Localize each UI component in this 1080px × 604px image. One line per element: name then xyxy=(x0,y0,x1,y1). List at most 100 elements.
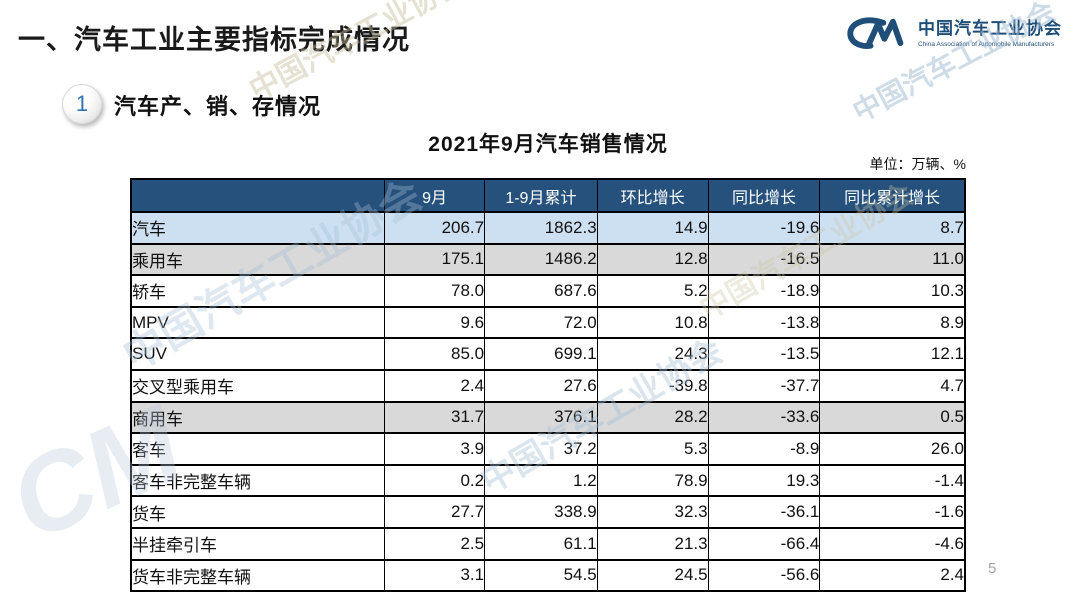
cell-value: -56.6 xyxy=(707,558,821,593)
cell-value: 28.2 xyxy=(596,400,709,435)
cell-value: 72.0 xyxy=(484,305,598,340)
logo-name-en: China Association of Automobile Manufact… xyxy=(918,40,1055,48)
cell-value: 27.7 xyxy=(384,495,486,529)
table-row: 半挂牵引车 2.5 61.1 21.3 -66.4 -4.6 xyxy=(130,526,966,561)
cell-value: -37.7 xyxy=(707,368,821,403)
cell-value: 5.2 xyxy=(596,274,709,308)
row-label: 轿车 xyxy=(130,274,386,308)
cell-value: 24.3 xyxy=(596,337,709,371)
row-label: 半挂牵引车 xyxy=(130,526,386,561)
cell-value: -36.1 xyxy=(707,495,821,529)
cell-value: 1486.2 xyxy=(484,242,598,277)
cell-value: 3.9 xyxy=(384,432,486,466)
cell-value: -13.8 xyxy=(707,305,821,340)
cell-value: 8.7 xyxy=(819,211,966,245)
row-label: 客车非完整车辆 xyxy=(130,463,386,498)
cell-value: -19.6 xyxy=(707,211,821,245)
cell-value: 2.5 xyxy=(384,526,486,561)
cell-value: -1.4 xyxy=(819,463,966,498)
logo: 中国汽车工业协会 China Association of Automobile… xyxy=(846,12,1062,56)
row-label: 商用车 xyxy=(130,400,386,435)
cell-value: 8.9 xyxy=(819,305,966,340)
table-row: SUV 85.0 699.1 24.3 -13.5 12.1 xyxy=(130,337,966,371)
cell-value: -18.9 xyxy=(707,274,821,308)
cell-value: 687.6 xyxy=(484,274,598,308)
logo-monogram-icon xyxy=(847,17,904,49)
table-row: 交叉型乘用车 2.4 27.6 -39.8 -37.7 4.7 xyxy=(130,368,966,403)
cell-value: -13.5 xyxy=(707,337,821,371)
cell-value: -8.9 xyxy=(707,432,821,466)
table-row: 汽车 206.7 1862.3 14.9 -19.6 8.7 xyxy=(130,211,966,245)
cell-value: 3.1 xyxy=(384,558,486,593)
page-number: 5 xyxy=(988,560,997,577)
table-header-row: 9月 1-9月累计 环比增长 同比增长 同比累计增长 xyxy=(130,179,966,213)
table-header-cell: 1-9月累计 xyxy=(484,179,598,213)
logo-name-cn: 中国汽车工业协会 xyxy=(918,19,1062,39)
table-title: 2021年9月汽车销售情况 xyxy=(428,133,668,156)
cell-value: 37.2 xyxy=(484,432,598,466)
row-label: 交叉型乘用车 xyxy=(130,368,386,403)
cell-value: 21.3 xyxy=(596,526,709,561)
cell-value: -66.4 xyxy=(707,526,821,561)
cell-value: 12.1 xyxy=(819,337,966,371)
cell-value: -33.6 xyxy=(707,400,821,435)
table-row: 轿车 78.0 687.6 5.2 -18.9 10.3 xyxy=(130,274,966,308)
table-header-cell: 9月 xyxy=(384,179,486,213)
table-row: MPV 9.6 72.0 10.8 -13.8 8.9 xyxy=(130,305,966,340)
table-row: 货车 27.7 338.9 32.3 -36.1 -1.6 xyxy=(130,495,966,529)
cell-value: 175.1 xyxy=(384,242,486,277)
table-header-cell: 环比增长 xyxy=(596,179,709,213)
section-badge: 1 xyxy=(62,84,102,124)
section-title: 汽车产、销、存情况 xyxy=(114,94,322,119)
cell-value: 0.5 xyxy=(819,400,966,435)
cell-value: 4.7 xyxy=(819,368,966,403)
logo-text: 中国汽车工业协会 China Association of Automobile… xyxy=(918,19,1062,48)
cell-value: -39.8 xyxy=(596,368,709,403)
cell-value: 9.6 xyxy=(384,305,486,340)
cell-value: 376.1 xyxy=(484,400,598,435)
page-title: 一、汽车工业主要指标完成情况 xyxy=(18,25,410,55)
cell-value: 31.7 xyxy=(384,400,486,435)
cell-value: 54.5 xyxy=(484,558,598,593)
cell-value: 26.0 xyxy=(819,432,966,466)
cell-value: 699.1 xyxy=(484,337,598,371)
sales-table: 9月 1-9月累计 环比增长 同比增长 同比累计增长 汽车 206.7 1862.3 14.9… xyxy=(130,178,966,593)
cell-value: 78.0 xyxy=(384,274,486,308)
unit-label: 单位：万辆、% xyxy=(869,156,966,172)
row-label: MPV xyxy=(130,305,386,340)
table-row: 商用车 31.7 376.1 28.2 -33.6 0.5 xyxy=(130,400,966,435)
table-body: 汽车 206.7 1862.3 14.9 -19.6 8.7 乘用车 175.1 1486.2 1… xyxy=(130,211,966,593)
cell-value: 338.9 xyxy=(484,495,598,529)
table-row: 客车非完整车辆 0.2 1.2 78.9 19.3 -1.4 xyxy=(130,463,966,498)
cell-value: 2.4 xyxy=(384,368,486,403)
table-row: 乘用车 175.1 1486.2 12.8 -16.5 11.0 xyxy=(130,242,966,277)
cell-value: -1.6 xyxy=(819,495,966,529)
table-header-cell: 同比累计增长 xyxy=(819,179,966,213)
cell-value: 1862.3 xyxy=(484,211,598,245)
cell-value: 10.3 xyxy=(819,274,966,308)
cell-value: 27.6 xyxy=(484,368,598,403)
cell-value: -4.6 xyxy=(819,526,966,561)
cell-value: -16.5 xyxy=(707,242,821,277)
cell-value: 0.2 xyxy=(384,463,486,498)
table-header-cell xyxy=(130,179,386,213)
row-label: SUV xyxy=(130,337,386,371)
row-label: 客车 xyxy=(130,432,386,466)
cell-value: 14.9 xyxy=(596,211,709,245)
cell-value: 2.4 xyxy=(819,558,966,593)
row-label: 汽车 xyxy=(130,211,386,245)
cell-value: 24.5 xyxy=(596,558,709,593)
cell-value: 1.2 xyxy=(484,463,598,498)
cell-value: 19.3 xyxy=(707,463,821,498)
cell-value: 12.8 xyxy=(596,242,709,277)
row-label: 货车非完整车辆 xyxy=(130,558,386,593)
row-label: 货车 xyxy=(130,495,386,529)
cell-value: 85.0 xyxy=(384,337,486,371)
cell-value: 10.8 xyxy=(596,305,709,340)
cell-value: 78.9 xyxy=(596,463,709,498)
cell-value: 32.3 xyxy=(596,495,709,529)
table-row: 客车 3.9 37.2 5.3 -8.9 26.0 xyxy=(130,432,966,466)
cell-value: 11.0 xyxy=(819,242,966,277)
table-row: 货车非完整车辆 3.1 54.5 24.5 -56.6 2.4 xyxy=(130,558,966,593)
